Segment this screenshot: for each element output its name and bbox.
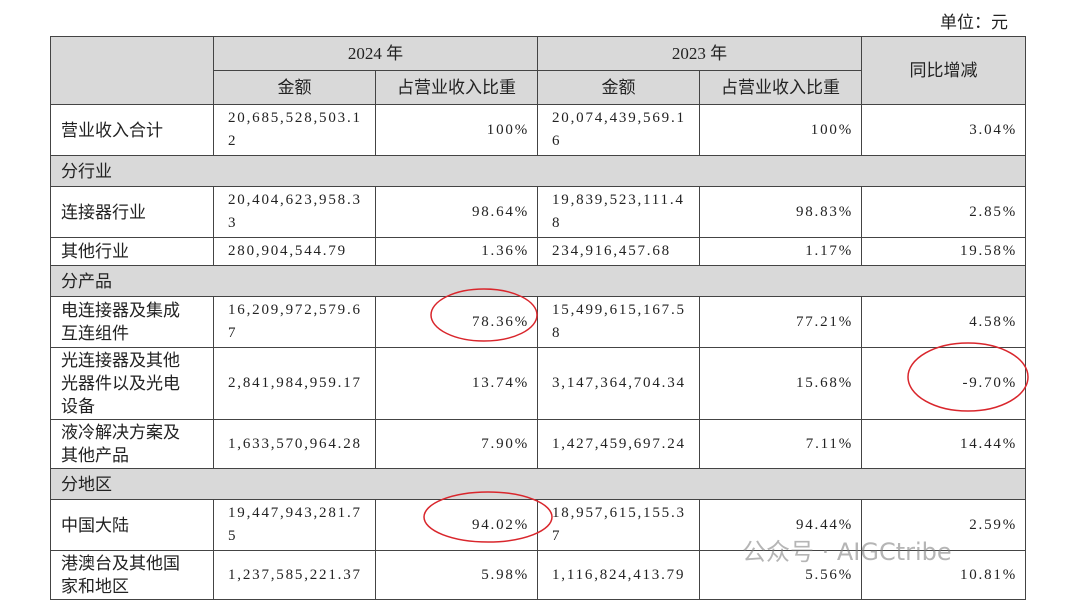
header-cell: 占营业收入比重 xyxy=(375,70,538,105)
share-cell: 5.98% xyxy=(375,550,538,600)
share-cell: 94.02% xyxy=(375,499,538,551)
amount-cell: 20,685,528,503.12 xyxy=(213,104,376,156)
yoy-cell: 19.58% xyxy=(861,237,1026,266)
yoy-cell: 2.85% xyxy=(861,186,1026,238)
section-label: 分行业 xyxy=(50,155,1026,187)
data-row: 连接器行业 20,404,623,958.33 98.64% 19,839,523,1… xyxy=(50,186,1026,238)
revenue-table: 2024 年 2023 年 同比增减 金额 占营业收入比重 金额 占营业收入比重… xyxy=(50,36,1026,600)
yoy-cell: 10.81% xyxy=(861,550,1026,600)
amount-cell: 234,916,457.68 xyxy=(537,237,700,266)
unit-label: 单位：元 xyxy=(940,13,1008,32)
amount-cell: 280,904,544.79 xyxy=(213,237,376,266)
share-cell: 1.36% xyxy=(375,237,538,266)
amount-cell: 19,839,523,111.48 xyxy=(537,186,700,238)
data-row: 其他行业 280,904,544.79 1.36% 234,916,457.68 1.1… xyxy=(50,237,1026,266)
share-cell: 100% xyxy=(375,104,538,156)
row-label: 其他行业 xyxy=(50,237,214,266)
share-cell: 94.44% xyxy=(699,499,862,551)
header-cell: 金额 xyxy=(213,70,376,105)
header-cell: 占营业收入比重 xyxy=(699,70,862,105)
amount-cell: 1,427,459,697.24 xyxy=(537,419,700,469)
share-cell: 15.68% xyxy=(699,347,862,420)
header-cell: 金额 xyxy=(537,70,700,105)
share-cell: 13.74% xyxy=(375,347,538,420)
row-label: 连接器行业 xyxy=(50,186,214,238)
share-cell: 78.36% xyxy=(375,296,538,348)
data-row: 光连接器及其他光器件以及光电设备 2,841,984,959.17 13.74% 3,… xyxy=(50,347,1026,420)
yoy-cell: 4.58% xyxy=(861,296,1026,348)
amount-cell: 2,841,984,959.17 xyxy=(213,347,376,420)
data-row: 营业收入合计 20,685,528,503.12 100% 20,074,439,56… xyxy=(50,104,1026,156)
header-cell: 2023 年 xyxy=(537,36,862,71)
share-cell: 98.83% xyxy=(699,186,862,238)
share-cell: 100% xyxy=(699,104,862,156)
amount-cell: 16,209,972,579.67 xyxy=(213,296,376,348)
share-cell: 7.11% xyxy=(699,419,862,469)
amount-cell: 20,074,439,569.16 xyxy=(537,104,700,156)
amount-cell: 18,957,615,155.37 xyxy=(537,499,700,551)
share-cell: 5.56% xyxy=(699,550,862,600)
data-row: 电连接器及集成互连组件 16,209,972,579.67 78.36% 15,499… xyxy=(50,296,1026,348)
yoy-cell: -9.70% xyxy=(861,347,1026,420)
section-row: 分行业 xyxy=(50,155,1026,187)
row-label: 光连接器及其他光器件以及光电设备 xyxy=(50,347,214,420)
row-label: 营业收入合计 xyxy=(50,104,214,156)
amount-cell: 1,633,570,964.28 xyxy=(213,419,376,469)
row-label: 电连接器及集成互连组件 xyxy=(50,296,214,348)
corner-cell xyxy=(50,36,214,105)
share-cell: 7.90% xyxy=(375,419,538,469)
amount-cell: 19,447,943,281.75 xyxy=(213,499,376,551)
section-label: 分地区 xyxy=(50,468,1026,500)
row-label: 中国大陆 xyxy=(50,499,214,551)
header-cell: 同比增减 xyxy=(861,36,1026,105)
header-cell: 2024 年 xyxy=(213,36,538,71)
row-label: 液冷解决方案及其他产品 xyxy=(50,419,214,469)
section-row: 分地区 xyxy=(50,468,1026,500)
watermark: 公众号 · AIGCtribe xyxy=(742,538,952,566)
yoy-cell: 3.04% xyxy=(861,104,1026,156)
amount-cell: 1,237,585,221.37 xyxy=(213,550,376,600)
row-label: 港澳台及其他国家和地区 xyxy=(50,550,214,600)
amount-cell: 20,404,623,958.33 xyxy=(213,186,376,238)
yoy-cell: 2.59% xyxy=(861,499,1026,551)
share-cell: 77.21% xyxy=(699,296,862,348)
section-label: 分产品 xyxy=(50,265,1026,297)
amount-cell: 15,499,615,167.58 xyxy=(537,296,700,348)
yoy-cell: 14.44% xyxy=(861,419,1026,469)
share-cell: 1.17% xyxy=(699,237,862,266)
section-row: 分产品 xyxy=(50,265,1026,297)
amount-cell: 1,116,824,413.79 xyxy=(537,550,700,600)
amount-cell: 3,147,364,704.34 xyxy=(537,347,700,420)
share-cell: 98.64% xyxy=(375,186,538,238)
data-row: 港澳台及其他国家和地区 1,237,585,221.37 5.98% 1,116,82… xyxy=(50,550,1026,600)
data-row: 液冷解决方案及其他产品 1,633,570,964.28 7.90% 1,427,45… xyxy=(50,419,1026,469)
